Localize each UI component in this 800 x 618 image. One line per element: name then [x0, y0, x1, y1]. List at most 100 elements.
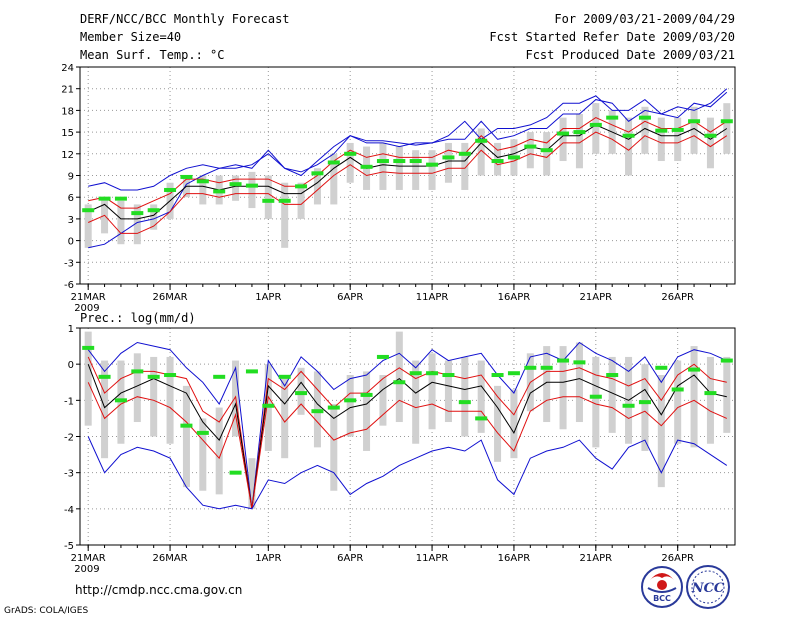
prec-observed-marker [82, 345, 95, 350]
fcst-started-label: Fcst Started Refer Date 2009/03/20 [489, 30, 735, 44]
prec-spread-box [575, 342, 583, 423]
temp-observed-marker [671, 127, 684, 132]
temp-observed-marker [295, 184, 308, 189]
prec-spread-box [395, 331, 403, 423]
prec-min-line [87, 436, 728, 510]
temp-upper-line [88, 117, 728, 209]
temp-observed-marker [327, 160, 340, 165]
temp-spread-box [379, 142, 387, 190]
chart-title: DERF/NCC/BCC Monthly Forecast [80, 12, 290, 26]
prec-spread-box [657, 375, 665, 488]
prec-ytick-label: -1 [64, 396, 74, 407]
temp-spread-box [575, 114, 583, 169]
temp-spread-box [461, 142, 469, 190]
prec-observed-marker [164, 373, 177, 378]
prec-max-line [87, 341, 728, 509]
temperature-panel: -6 -3 0 3 6 9 12 15 18 21 24 21MAR 26MAR 1APR 6APR 11AP… [61, 63, 736, 314]
prec-spread-box [543, 346, 551, 423]
temp-spread-box [706, 117, 714, 169]
temp-observed-marker [638, 115, 651, 120]
prec-observed-marker [507, 371, 520, 376]
prec-observed-marker [442, 373, 455, 378]
temp-year-label: 2009 [74, 303, 99, 314]
prec-observed-marker [245, 369, 258, 374]
prec-xtick-label: 6APR [337, 553, 363, 564]
prec-observed-marker [393, 380, 406, 385]
temp-xtick-label: 26MAR [152, 292, 187, 303]
temp-xtick-label: 21MAR [71, 292, 106, 303]
temp-spread-box [150, 204, 158, 230]
prec-observed-marker [426, 371, 439, 376]
prec-spread-box [412, 360, 420, 444]
temp-observed-marker [180, 174, 193, 179]
prec-spread-box [706, 356, 714, 444]
temp-spread-box [641, 106, 649, 154]
prec-observed-marker [229, 470, 242, 475]
temp-observed-marker [557, 131, 570, 136]
prec-observed-marker [671, 387, 684, 392]
temp-observed-marker [507, 155, 520, 160]
prec-xtick-label: 1APR [255, 553, 281, 564]
temp-xtick-label: 26APR [661, 292, 694, 303]
temp-observed-marker [491, 159, 504, 164]
prec-spread-box [363, 371, 371, 451]
temp-spread-box [264, 175, 272, 219]
temp-ytick-label: -3 [64, 258, 74, 269]
temp-ytick-label: 21 [61, 85, 74, 96]
temp-ytick-label: 12 [61, 150, 74, 161]
temp-ytick-label: 9 [68, 172, 74, 183]
temp-observed-marker [442, 155, 455, 160]
temp-observed-marker [82, 208, 95, 213]
temp-observed-marker [164, 187, 177, 192]
prec-xtick-label: 21MAR [71, 553, 106, 564]
prec-observed-marker [540, 365, 553, 370]
prec-xtick-label: 21APR [580, 553, 613, 564]
member-size-label: Member Size=40 [80, 30, 181, 44]
prec-observed-marker [409, 371, 422, 376]
prec-year-label: 2009 [74, 564, 99, 575]
temp-ytick-label: 3 [68, 215, 74, 226]
prec-ytick-label: -3 [64, 469, 74, 480]
precip-variable-label: Prec.: log(mm/d) [80, 311, 196, 325]
temp-observed-marker [720, 119, 733, 124]
temp-observed-marker [704, 133, 717, 138]
temp-xtick-label: 21APR [580, 292, 613, 303]
temp-spread-box [625, 117, 633, 176]
prec-observed-marker [114, 398, 127, 403]
temp-ytick-label: 18 [61, 106, 74, 117]
prec-lower-line [87, 382, 728, 509]
prec-observed-marker [720, 358, 733, 363]
temp-lower-line [87, 131, 728, 234]
temp-observed-marker [114, 196, 127, 201]
prec-observed-marker [704, 391, 717, 396]
source-url[interactable]: http://cmdp.ncc.cma.gov.cn [75, 583, 242, 597]
prec-observed-marker [98, 374, 111, 379]
temp-spread-box [559, 117, 567, 162]
prec-ytick-label: -4 [64, 505, 74, 516]
temp-observed-marker [524, 144, 537, 149]
prec-spread-box [674, 360, 682, 444]
prec-ytick-label: 0 [68, 360, 74, 371]
temp-observed-marker [262, 198, 275, 203]
temp-observed-marker [655, 128, 668, 133]
prec-spread-box [248, 458, 256, 509]
prec-observed-marker [131, 369, 144, 374]
temp-observed-marker [606, 115, 619, 120]
prec-xtick-label: 26APR [661, 553, 694, 564]
temp-ytick-label: 0 [68, 237, 74, 248]
temp-observed-marker [376, 159, 389, 164]
prec-observed-marker [655, 365, 668, 370]
prec-spread-box [84, 331, 92, 426]
temp-spread-box [526, 132, 534, 169]
temp-observed-marker [458, 151, 471, 156]
prec-xtick-label: 11APR [416, 553, 449, 564]
prec-observed-marker [196, 430, 209, 435]
prec-observed-marker [589, 394, 602, 399]
temp-spread-box [232, 175, 240, 201]
prec-mean-line [87, 364, 727, 509]
prec-observed-marker [295, 391, 308, 396]
prec-observed-marker [688, 367, 701, 372]
prec-observed-marker [180, 423, 193, 428]
prec-spread-box [461, 356, 469, 437]
